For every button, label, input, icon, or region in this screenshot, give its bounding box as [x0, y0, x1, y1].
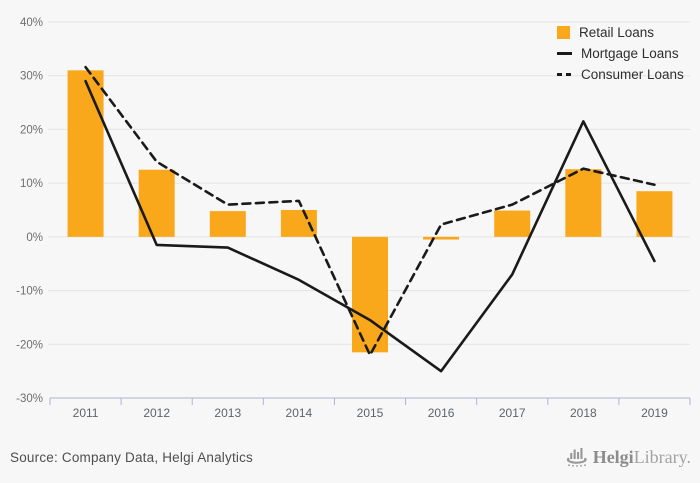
y-axis-tick-label: -20% [16, 339, 43, 351]
bar-2018 [565, 169, 602, 237]
logo-text-library: Library. [633, 447, 691, 467]
legend-item-mortgage-loans[interactable]: Mortgage Loans [557, 46, 684, 61]
y-axis-tick-label: 30% [20, 71, 43, 83]
logo-text-helgi: Helgi [592, 447, 634, 467]
x-axis-year-label: 2015 [357, 406, 384, 420]
consumer-loans-line [84, 65, 656, 357]
x-axis-year-label: 2016 [428, 406, 455, 420]
legend-label-consumer-loans: Consumer Loans [581, 67, 684, 82]
bar-2017 [494, 210, 531, 237]
y-axis-tick-label: -10% [16, 286, 43, 298]
y-axis-tick-label: 20% [20, 124, 43, 136]
y-axis-tick-label: 0% [26, 232, 43, 244]
legend-item-retail-loans[interactable]: Retail Loans [557, 25, 684, 40]
bar-2016 [423, 236, 460, 240]
x-axis-year-label: 2014 [286, 406, 313, 420]
y-axis-tick-label: 10% [20, 178, 43, 190]
bar-2014 [280, 210, 317, 237]
x-axis-year-label: 2017 [499, 406, 526, 420]
x-axis-year-label: 2019 [641, 406, 668, 420]
helgi-library-logo[interactable]: HelgiLibrary. [565, 446, 691, 468]
x-axis-year-label: 2018 [570, 406, 597, 420]
y-axis-tick-label: 40% [20, 17, 43, 29]
legend-label-retail-loans: Retail Loans [579, 25, 655, 40]
bar-2011 [67, 70, 104, 237]
x-axis-year-label: 2013 [214, 406, 241, 420]
bar-2015 [352, 236, 388, 353]
helgi-ship-icon [566, 448, 587, 467]
mortgage-loans-line [84, 79, 656, 373]
chart-legend: Retail Loans Mortgage Loans Consumer Loans [557, 25, 684, 82]
source-text: Source: Company Data, Helgi Analytics [10, 450, 254, 465]
loan-growth-chart: 40% 30% 20% 10% 0% -10% -20% -30% 2011 2012 2013 20… [16, 17, 691, 420]
bar-2012 [138, 169, 175, 237]
bar-2013 [209, 211, 246, 237]
legend-item-consumer-loans[interactable]: Consumer Loans [557, 67, 684, 82]
y-axis-tick-label: -30% [16, 393, 43, 405]
x-axis-year-label: 2011 [73, 406, 99, 420]
legend-swatch-retail-loans [557, 26, 570, 39]
legend-label-mortgage-loans: Mortgage Loans [581, 46, 679, 61]
bar-2019 [636, 191, 673, 237]
x-axis-year-label: 2012 [143, 406, 170, 420]
legend-swatch-mortgage-loans [557, 52, 572, 55]
legend-swatch-consumer-loans [557, 73, 572, 76]
